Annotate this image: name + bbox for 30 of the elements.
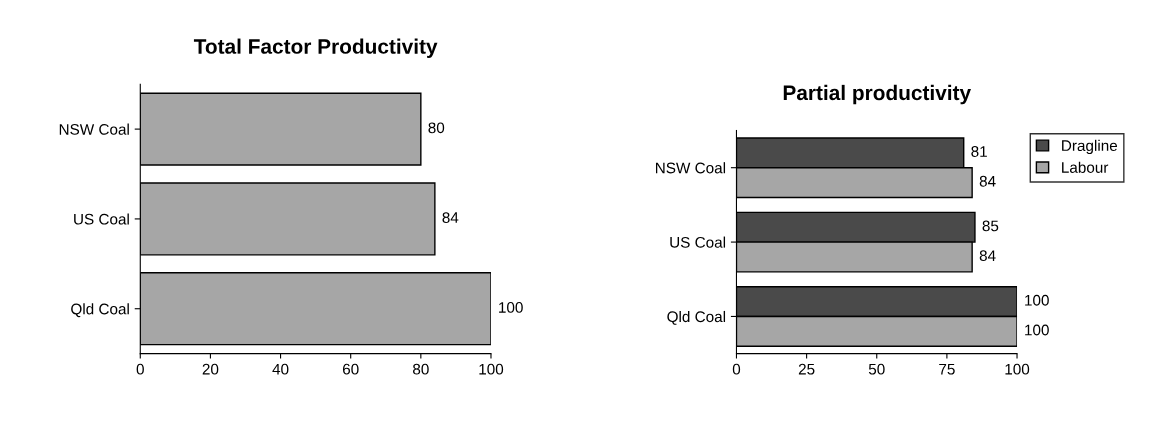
x-tick-label: 25 [798, 363, 815, 375]
data-label: 81 [971, 146, 987, 157]
y-tick-label: Qld Coal [667, 310, 726, 325]
legend-label: Dragline [1062, 139, 1118, 155]
x-tick-label: 50 [868, 363, 885, 375]
x-tick-label: 75 [939, 363, 955, 375]
y-tick-label: Qld Coal [71, 303, 129, 318]
y-tick-label: NSW Coal [656, 162, 726, 174]
chart-title: Total Factor Productivity [193, 38, 438, 58]
x-tick-label: 60 [342, 363, 359, 375]
x-tick-label: 100 [479, 363, 504, 375]
data-label: 80 [428, 122, 445, 134]
data-label: 85 [982, 220, 999, 232]
legend-label: Labour [1062, 161, 1109, 173]
data-label: 100 [1025, 294, 1049, 306]
y-tick-label: US Coal [670, 236, 726, 248]
data-label: 84 [979, 250, 996, 262]
x-tick-label: 0 [732, 363, 741, 375]
x-tick-label: 20 [202, 363, 219, 375]
chart-title: Partial productivity [783, 84, 971, 105]
x-tick-label: 0 [136, 363, 144, 375]
data-label: 100 [1025, 324, 1049, 336]
data-label: 100 [499, 302, 523, 313]
x-tick-label: 100 [1005, 363, 1030, 375]
y-tick-label: NSW Coal [59, 123, 129, 135]
data-label: 84 [442, 212, 459, 224]
y-tick-label: US Coal [74, 213, 129, 225]
data-label: 84 [979, 175, 996, 187]
x-tick-label: 80 [413, 363, 429, 375]
x-tick-label: 40 [272, 363, 289, 375]
